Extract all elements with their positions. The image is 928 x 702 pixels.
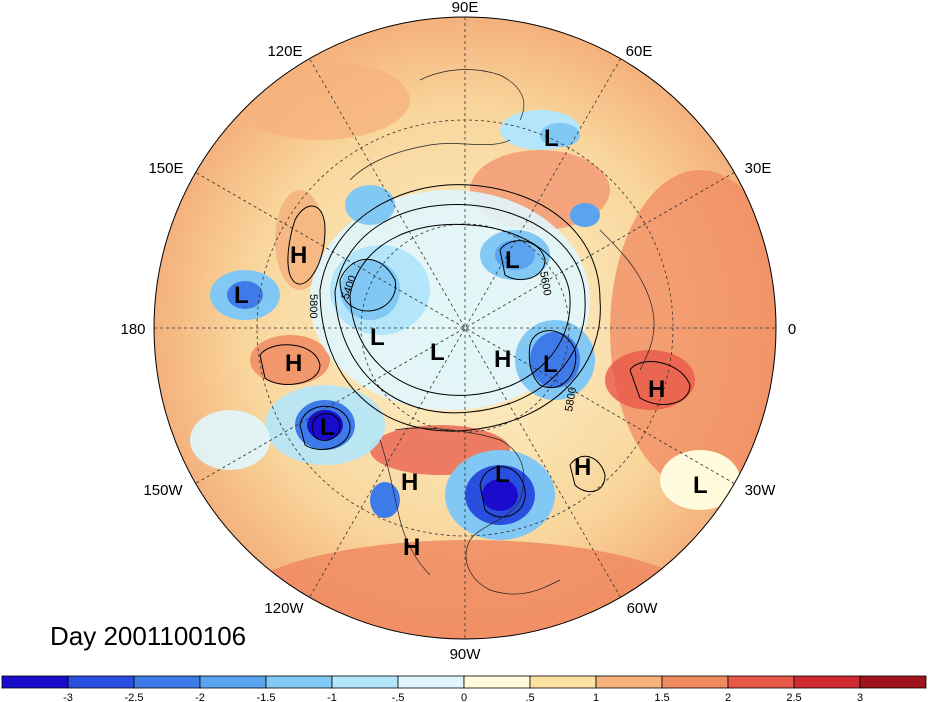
lon-label-90e: 90E [452, 0, 479, 16]
high-center-label: H [285, 350, 302, 377]
colorbar: -3 -2.5 -2 -1.5 -1 -.5 0 .5 1 1.5 2 2.5 3 [1, 675, 927, 702]
graticule [154, 17, 776, 639]
low-center-label: L [543, 351, 558, 378]
lon-label-120w: 120W [264, 600, 304, 617]
high-center-label: H [494, 346, 511, 373]
height-contours [259, 184, 691, 518]
low-center-label: L [430, 339, 445, 366]
colorbar-box [265, 675, 333, 689]
colorbar-box [331, 675, 399, 689]
lon-label-120e: 120E [267, 43, 302, 60]
lon-label-60e: 60E [626, 43, 653, 60]
colorbar-tick-label: 1.5 [654, 692, 669, 702]
colorbar-box [661, 675, 729, 689]
colorbar-tick-label: .5 [525, 692, 534, 702]
low-center-label: L [234, 282, 249, 309]
lon-label-30e: 30E [745, 160, 772, 177]
high-center-label: H [648, 376, 665, 403]
colorbar-box [727, 675, 795, 689]
colorbar-tick-label: -1 [327, 692, 337, 702]
lon-label-90w: 90W [450, 646, 482, 663]
high-center-label: H [401, 469, 418, 496]
colorbar-box [529, 675, 597, 689]
contour-label: 5800 [563, 386, 579, 412]
colorbar-box [463, 675, 531, 689]
colorbar-tick-label: -2.5 [125, 692, 144, 702]
lon-label-0: 0 [788, 321, 796, 338]
pressure-centers: L L L L L L L L L H H H H H H H [234, 125, 708, 561]
colorbar-box [1, 675, 69, 689]
colorbar-box [397, 675, 465, 689]
colorbar-box [859, 675, 927, 689]
contour-label: 5600 [537, 270, 553, 296]
low-center-label: L [370, 324, 385, 351]
lon-label-180: 180 [120, 321, 145, 338]
lon-label-30w: 30W [745, 482, 777, 499]
colorbar-tick-label: -3 [63, 692, 73, 702]
colorbar-tick-label: -1.5 [257, 692, 276, 702]
low-center-label: L [495, 461, 510, 488]
colorbar-box [793, 675, 861, 689]
high-center-label: H [290, 242, 307, 269]
colorbar-tick-label: 2 [725, 692, 731, 702]
contour-label: 5800 [307, 294, 319, 318]
colorbar-box [67, 675, 135, 689]
colorbar-tick-label: -.5 [392, 692, 405, 702]
colorbar-tick-label: 3 [857, 692, 863, 702]
lon-label-150e: 150E [148, 160, 183, 177]
low-center-label: L [693, 472, 708, 499]
colorbar-tick-label: -2 [195, 692, 205, 702]
map-title: Day 2001100106 [50, 621, 246, 651]
colorbar-tick-label: 0 [461, 692, 467, 702]
high-center-label: H [574, 454, 591, 481]
colorbar-box [595, 675, 663, 689]
colorbar-box [133, 675, 201, 689]
high-center-label: H [403, 534, 420, 561]
colorbar-tick-label: 2.5 [786, 692, 801, 702]
longitude-labels: 90E 60E 30E 0 30W 60W 90W 120W 150W 180 … [120, 0, 796, 663]
low-center-label: L [320, 414, 335, 441]
colorbar-box [199, 675, 267, 689]
anomaly-field [154, 17, 776, 639]
colorbar-tick-label: 1 [593, 692, 599, 702]
low-center-label: L [505, 247, 520, 274]
low-center-label: L [544, 125, 559, 152]
lon-label-60w: 60W [627, 600, 659, 617]
lon-label-150w: 150W [143, 482, 183, 499]
